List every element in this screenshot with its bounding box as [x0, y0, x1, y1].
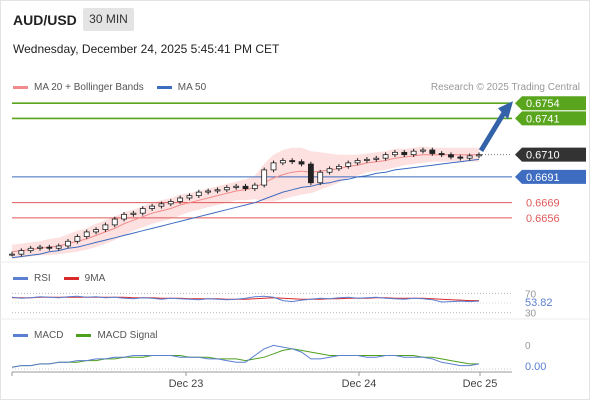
macd-tick-0: 0	[525, 341, 531, 352]
level-label-0.6656: 0.6656	[526, 213, 560, 225]
level-label-0.6669: 0.6669	[526, 198, 560, 210]
candle	[476, 154, 482, 157]
macd-signal-line	[11, 348, 479, 368]
candle	[121, 213, 127, 220]
candle	[130, 212, 137, 215]
rsi-ma-swatch	[63, 277, 79, 280]
candle	[167, 201, 174, 205]
level-label-0.6691: 0.6691	[526, 172, 560, 184]
bollinger-band	[12, 146, 479, 259]
candle	[261, 169, 268, 186]
candle	[448, 154, 454, 158]
level-tag-0.6691	[515, 169, 586, 184]
level-tag-0.6710	[515, 147, 586, 162]
candle	[158, 203, 165, 207]
ma20-swatch	[13, 86, 28, 89]
candle	[438, 153, 445, 156]
candle	[251, 184, 258, 190]
candle	[37, 246, 43, 249]
symbol-title: AUD/USD	[13, 12, 77, 28]
legend-rsi-ma: 9MA	[84, 273, 106, 284]
candle	[242, 185, 249, 190]
rsi-line	[11, 295, 480, 303]
candle	[420, 149, 426, 152]
rsi-legend: RSI 9MA	[13, 273, 105, 284]
rsi-last-label: 53.82	[525, 297, 553, 309]
macd-legend: MACD MACD Signal	[13, 330, 157, 341]
candle	[186, 195, 193, 199]
candle	[270, 162, 277, 171]
candle	[74, 236, 81, 242]
x-tick-label: Dec 25	[463, 378, 498, 390]
level-tag-0.6741	[515, 111, 586, 126]
candle	[223, 187, 230, 191]
legend-macd: MACD	[34, 330, 64, 341]
candle	[392, 151, 398, 156]
x-tick-label: Dec 23	[169, 378, 204, 390]
candle	[373, 157, 380, 160]
x-tick-label: Dec 24	[342, 378, 377, 390]
candle	[93, 229, 99, 233]
rsi-swatch	[13, 277, 28, 280]
candle	[65, 240, 71, 247]
legend-macd-signal: MACD Signal	[97, 330, 158, 341]
macd-line	[11, 344, 480, 368]
candle	[27, 247, 34, 252]
candle	[364, 158, 370, 161]
candle	[466, 155, 473, 159]
candle	[177, 197, 184, 202]
timeframe-badge[interactable]: 30 MIN	[83, 8, 134, 31]
datetime-label: Wednesday, December 24, 2025 5:45:41 PM …	[13, 42, 280, 56]
legend-ma50: MA 50	[177, 82, 207, 93]
rsi-tick-70: 70	[525, 289, 537, 300]
legend-ma20: MA 20 + Bollinger Bands	[34, 82, 144, 93]
candle	[195, 191, 202, 197]
ma50-swatch	[156, 86, 172, 89]
candle	[55, 245, 62, 249]
level-label-0.6754: 0.6754	[526, 98, 560, 110]
credit-text: Research © 2025 Trading Central	[430, 82, 580, 93]
candle	[139, 208, 146, 214]
candle	[279, 160, 286, 164]
macd-signal-swatch	[76, 334, 92, 337]
candle	[401, 151, 408, 156]
candle	[298, 161, 305, 165]
projection-arrow	[478, 109, 508, 152]
level-label-0.6710: 0.6710	[526, 150, 560, 162]
candle	[410, 150, 417, 156]
candle	[205, 190, 212, 193]
candle	[345, 162, 352, 167]
candle	[429, 149, 436, 154]
projection-arrow-head	[498, 101, 513, 120]
candle	[307, 163, 314, 184]
candle	[83, 231, 90, 237]
candles	[9, 147, 482, 257]
candle	[354, 160, 361, 164]
candle	[102, 224, 109, 230]
candle	[326, 168, 333, 173]
price-legend: MA 20 + Bollinger Bands MA 50	[13, 82, 206, 93]
candle	[18, 250, 25, 255]
macd-swatch	[13, 334, 28, 337]
candle	[9, 253, 15, 256]
candle	[111, 218, 118, 226]
macd-last-label: 0.00	[525, 361, 546, 373]
candle	[335, 165, 342, 170]
candle	[382, 154, 389, 159]
level-tag-0.6754	[515, 96, 586, 111]
rsi-tick-30: 30	[525, 309, 537, 320]
candle	[233, 185, 240, 188]
candle	[457, 156, 464, 159]
candle	[149, 205, 156, 209]
level-label-0.6741: 0.6741	[526, 113, 560, 125]
legend-rsi: RSI	[34, 273, 51, 284]
candle	[214, 189, 221, 192]
candle	[289, 160, 296, 163]
ma50-line	[11, 158, 480, 259]
candle	[46, 246, 53, 249]
candle	[317, 171, 324, 184]
